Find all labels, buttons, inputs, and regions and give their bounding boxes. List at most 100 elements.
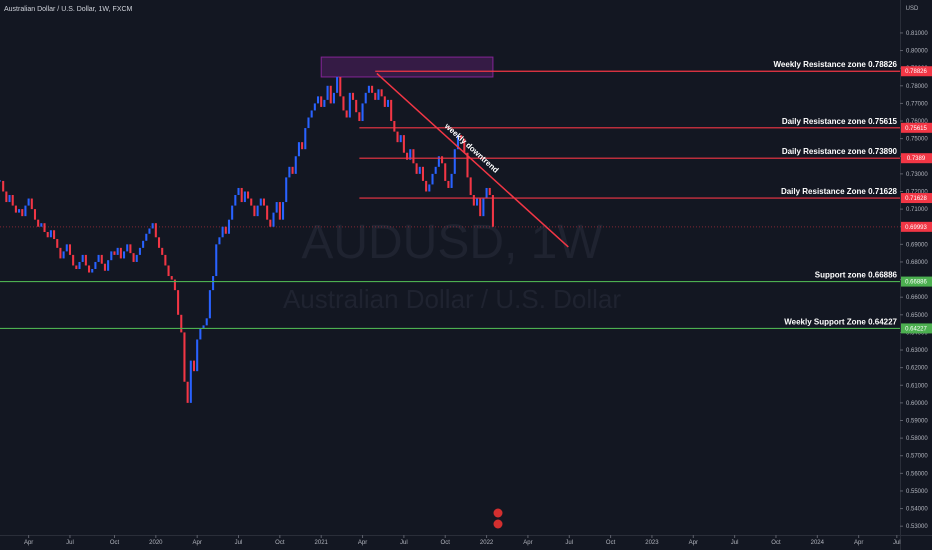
candle [68,244,71,255]
candle [275,202,278,213]
candle [24,205,27,217]
candle [107,260,110,271]
candle [151,223,154,229]
candle [463,138,466,153]
y-tick-label: 0.60000 [906,401,928,407]
resistance-zone [320,56,494,78]
candle [33,209,37,220]
candle [62,251,65,259]
candle [231,205,234,220]
candle [450,173,453,188]
candle [11,195,14,206]
candle [145,233,148,241]
candle [374,92,377,100]
candle [345,110,348,118]
candle [173,279,176,291]
candle [361,103,364,122]
candle [383,96,386,107]
candle [59,247,62,259]
candle [199,328,202,340]
candle [157,237,161,248]
candle [81,254,84,262]
candle [371,85,374,93]
y-tick-label: 0.76000 [906,119,928,125]
candle [142,240,145,248]
watermark-group: AUDUSD, 1W Australian Dollar / U.S. Doll… [283,216,621,314]
candle [65,244,68,252]
candle [189,360,192,403]
candle [409,149,412,160]
candle [282,202,285,220]
y-tick-label: 0.65000 [906,313,928,319]
candle [126,244,129,252]
candle [259,198,262,206]
x-tick-label: Apr [523,540,532,546]
candle [8,195,11,203]
candle [103,263,106,271]
price-tag [901,193,932,204]
candle [488,187,491,196]
candle [272,212,275,227]
y-tick-label: 0.73000 [906,172,928,178]
candle [0,180,2,182]
candle [113,251,116,255]
candle [386,99,390,107]
x-tick-label: Oct [606,540,616,546]
candle [164,254,167,266]
y-tick-label: 0.53000 [906,524,928,530]
y-tick-label: 0.62000 [906,366,928,372]
candle [100,254,103,264]
candle [342,96,345,111]
candle [266,205,269,220]
candle [186,381,189,403]
candle [294,156,297,174]
candle [97,254,100,262]
candle [316,96,320,104]
x-tick-label: Apr [193,540,202,546]
candle [351,92,355,100]
candle [30,198,33,210]
candle [119,247,122,259]
candle [49,230,52,238]
x-tick-label: Jul [66,540,74,546]
candle [240,187,243,203]
candle [377,89,380,100]
y-tick-label: 0.81000 [906,31,928,37]
candle [122,251,126,259]
candle [135,254,138,262]
candle [412,149,415,164]
candle [396,131,399,143]
candle [202,325,205,329]
event-icon [493,519,503,529]
candle [482,198,485,217]
candle [129,244,132,254]
candle [224,226,227,234]
candle [138,247,141,255]
candle [285,177,288,203]
candle [456,135,459,150]
candle [256,205,259,217]
candle [434,166,437,174]
candle [472,195,475,206]
x-tick-label: Oct [275,540,285,546]
y-tick-label: 0.55000 [906,489,928,495]
level-label: Daily Resistance Zone 0.71628 [781,187,898,196]
candle [415,163,418,174]
candle [364,92,367,104]
candle [27,198,30,206]
y-tick-label: 0.69000 [906,242,928,248]
x-tick-label: Jul [565,540,573,546]
x-tick-label: Apr [689,540,698,546]
x-tick-label: 2023 [645,540,659,546]
watermark: AUDUSD, 1W [301,216,603,269]
price-tag-label: 0.66886 [905,280,927,286]
candle [46,232,49,238]
candle [418,166,421,174]
candle [460,135,463,139]
candle [110,251,113,261]
candle [148,228,151,234]
x-tick-label: Apr [854,540,863,546]
candle [485,187,488,199]
